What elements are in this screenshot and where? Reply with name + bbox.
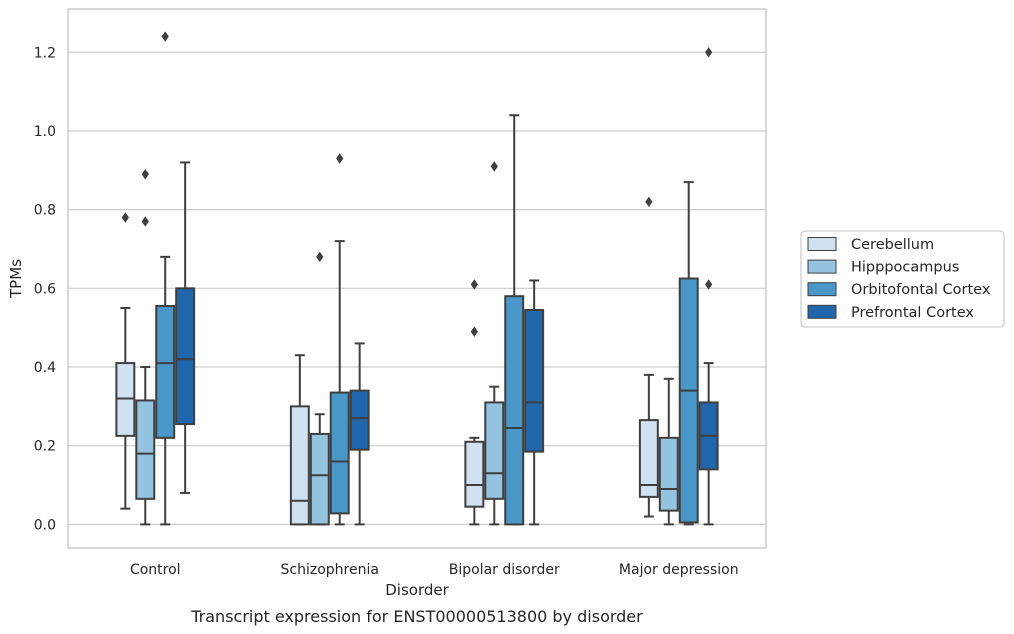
- tick-labels: 0.0 0.2 0.4 0.6 0.8 1.0 1.2 Control Schizophreni…: [34, 45, 739, 578]
- box-orbitofontal-cortex-control: [155, 31, 176, 526]
- y-tick-label: 1.2: [34, 45, 56, 61]
- outlier-point: [705, 279, 713, 290]
- box-body: [175, 287, 196, 426]
- y-tick-label: 0.6: [34, 281, 56, 297]
- box-body: [349, 389, 370, 451]
- box-prefrontal-cortex-control: [175, 161, 196, 494]
- box-plots: [115, 31, 719, 526]
- box-body: [309, 432, 330, 526]
- box-cerebellum-bipolar-disorder: [464, 279, 485, 526]
- box-prefrontal-cortex-bipolar-disorder: [524, 279, 545, 526]
- y-tick-label: 0.0: [34, 517, 56, 533]
- box-cerebellum-major-depression: [638, 196, 659, 518]
- figure-caption: Transcript expression for ENST0000051380…: [190, 607, 643, 626]
- legend-label: Prefrontal Cortex: [851, 305, 974, 321]
- box-hipppocampus-bipolar-disorder: [484, 161, 505, 526]
- outlier-point: [141, 169, 149, 180]
- legend-swatch: [807, 259, 837, 274]
- box-body: [638, 419, 659, 498]
- box-orbitofontal-cortex-bipolar-disorder: [504, 114, 525, 526]
- box-prefrontal-cortex-major-depression: [698, 47, 719, 526]
- box-orbitofontal-cortex-major-depression: [678, 181, 699, 526]
- legend-frame: [800, 230, 1005, 328]
- outlier-point: [161, 31, 169, 42]
- box-body: [484, 401, 505, 500]
- x-axis-title: Disorder: [385, 581, 449, 599]
- box-orbitofontal-cortex-schizophrenia: [329, 153, 350, 526]
- box-body: [678, 277, 699, 524]
- y-tick-label: 0.8: [34, 203, 56, 219]
- box-body: [289, 405, 310, 526]
- box-cerebellum-schizophrenia: [289, 354, 310, 526]
- x-tick-label: Bipolar disorder: [449, 562, 560, 578]
- outlier-point: [316, 251, 324, 263]
- legend-swatch: [807, 237, 837, 251]
- plot-frame: [67, 8, 767, 549]
- box-body: [135, 399, 156, 500]
- outlier-point: [470, 326, 478, 337]
- outlier-point: [705, 47, 713, 58]
- box-body: [155, 305, 176, 439]
- legend-label: Orbitofontal Cortex: [851, 282, 991, 298]
- box-prefrontal-cortex-schizophrenia: [349, 342, 370, 526]
- x-tick-label: Schizophrenia: [281, 562, 379, 578]
- outlier-point: [336, 153, 344, 164]
- box-body: [464, 440, 485, 508]
- outlier-point: [470, 279, 478, 290]
- outlier-point: [141, 216, 149, 227]
- outlier-point: [121, 212, 129, 223]
- legend-swatch: [807, 304, 837, 319]
- box-body: [329, 391, 350, 515]
- x-tick-label: Control: [130, 562, 181, 578]
- x-tick-label: Major depression: [619, 562, 739, 578]
- legend: Cerebellum Hipppocampus Orbitofontal Corte…: [800, 230, 1005, 328]
- box-hipppocampus-control: [135, 169, 156, 526]
- legend-swatch: [807, 282, 837, 297]
- box-hipppocampus-major-depression: [658, 377, 679, 526]
- box-cerebellum-control: [115, 212, 136, 510]
- box-body: [524, 308, 545, 453]
- outlier-point: [645, 196, 653, 207]
- y-tick-label: 1.0: [34, 124, 56, 140]
- outlier-point: [490, 161, 498, 172]
- box-body: [504, 295, 525, 526]
- box-body: [658, 436, 679, 512]
- legend-label: Cerebellum: [851, 237, 934, 253]
- y-tick-label: 0.4: [34, 360, 56, 376]
- legend-label: Hipppocampus: [851, 260, 959, 276]
- box-hipppocampus-schizophrenia: [309, 251, 330, 526]
- y-tick-label: 0.2: [34, 439, 56, 455]
- y-axis-title: TPMs: [7, 259, 25, 299]
